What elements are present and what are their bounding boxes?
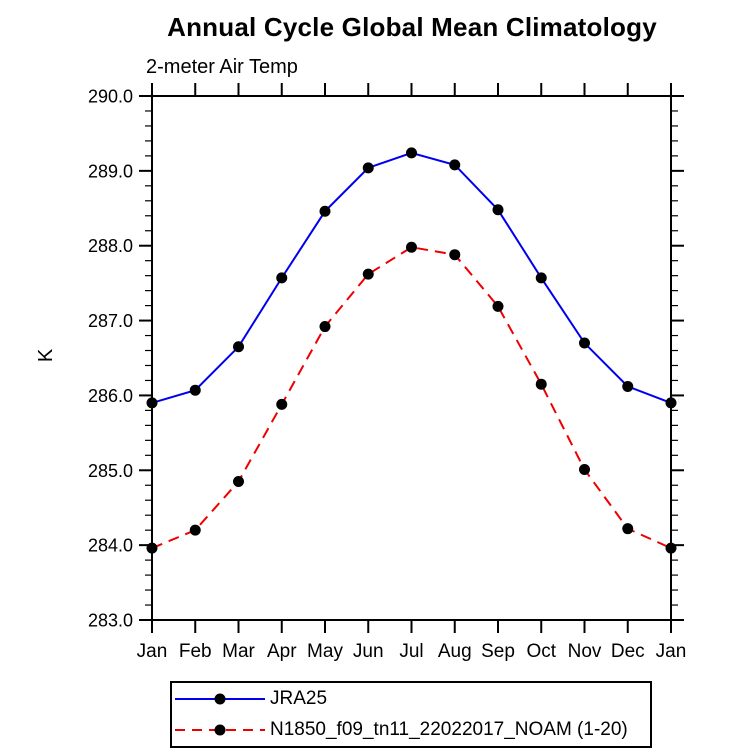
data-point-marker xyxy=(622,380,634,392)
data-point-marker xyxy=(622,523,634,535)
y-tick-label: 287.0 xyxy=(88,311,133,331)
x-tick-label: Jun xyxy=(353,641,384,662)
x-tick-label: Dec xyxy=(611,641,645,662)
data-point-marker xyxy=(449,159,461,171)
data-point-marker xyxy=(276,398,288,410)
data-point-marker xyxy=(406,241,417,253)
data-point-marker xyxy=(492,204,504,216)
data-point-marker xyxy=(362,268,374,280)
data-point-marker xyxy=(579,337,590,349)
jra25-legend-sample xyxy=(175,693,265,705)
x-tick-label: Jan xyxy=(656,641,687,662)
data-point-marker xyxy=(189,384,201,396)
legend-marker-icon xyxy=(214,724,226,736)
legend-box: JRA25 N1850_f09_tn11_22022017_NOAM (1-20… xyxy=(170,681,652,748)
y-tick-label: 286.0 xyxy=(88,386,133,406)
y-tick-label: 289.0 xyxy=(88,161,133,181)
data-point-marker xyxy=(319,205,331,217)
data-point-marker xyxy=(665,542,677,554)
legend-label-jra25: JRA25 xyxy=(270,687,328,709)
x-tick-label: Mar xyxy=(222,641,255,662)
data-point-marker xyxy=(189,524,201,536)
data-point-marker xyxy=(276,272,288,284)
legend-item-n1850: N1850_f09_tn11_22022017_NOAM (1-20) xyxy=(172,715,650,745)
data-point-marker xyxy=(233,476,244,488)
data-point-marker xyxy=(319,321,331,333)
y-tick-label: 284.0 xyxy=(88,536,133,556)
x-tick-label: Oct xyxy=(526,641,556,662)
data-point-marker xyxy=(146,542,158,554)
series-line-n1850 xyxy=(151,246,672,550)
x-tick-label: Jul xyxy=(399,641,423,662)
x-tick-label: Aug xyxy=(438,641,472,662)
chart-subtitle: 2-meter Air Temp xyxy=(146,56,298,78)
x-tick-label: Apr xyxy=(267,641,297,662)
y-tick-label: 283.0 xyxy=(88,611,133,631)
data-point-marker xyxy=(406,147,417,159)
x-tick-label: Nov xyxy=(568,641,602,662)
x-tick-label: May xyxy=(307,641,343,662)
annual-cycle-chart: 283.0 284.0 285.0 286.0 287.0 288.0 289.0 290.0… xyxy=(88,83,687,662)
x-tick-label: Sep xyxy=(481,641,515,662)
data-point-marker xyxy=(579,464,590,476)
y-tick-label: 290.0 xyxy=(88,87,133,107)
data-point-marker xyxy=(146,397,158,409)
data-point-marker xyxy=(535,272,547,284)
x-tick-label: Jan xyxy=(137,641,168,662)
x-tick-label: Feb xyxy=(179,641,212,662)
y-tick-label: 285.0 xyxy=(88,461,133,481)
legend-label-n1850: N1850_f09_tn11_22022017_NOAM (1-20) xyxy=(270,719,628,741)
series-line-jra25 xyxy=(151,151,672,404)
plot-frame xyxy=(151,95,672,621)
data-point-marker xyxy=(362,162,374,174)
data-point-marker xyxy=(535,378,547,390)
chart-title: Annual Cycle Global Mean Climatology xyxy=(167,12,657,42)
y-tick-label: 288.0 xyxy=(88,236,133,256)
data-point-marker xyxy=(665,397,677,409)
legend-item-jra25: JRA25 xyxy=(172,684,650,714)
n1850-legend-sample xyxy=(175,724,265,736)
legend-marker-icon xyxy=(214,693,226,705)
data-point-marker xyxy=(449,249,461,261)
data-point-marker xyxy=(233,341,244,353)
data-point-marker xyxy=(492,300,504,312)
